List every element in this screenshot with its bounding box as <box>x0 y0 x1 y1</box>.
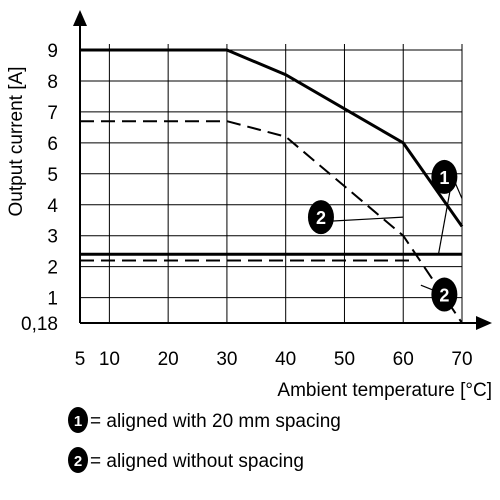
legend: 1 = aligned with 20 mm spacing 2 = aligned … <box>68 407 341 473</box>
marker-circle <box>307 200 334 235</box>
y-tick-label: 2 <box>47 258 58 279</box>
y-tick-label: 9 <box>47 41 58 62</box>
y-tick-label: 5 <box>47 165 58 186</box>
x-tick-label: 40 <box>275 349 296 370</box>
marker-label: 2 <box>439 286 449 306</box>
legend-entry-text: = aligned with 20 mm spacing <box>90 411 341 432</box>
marker-label: 1 <box>439 168 449 188</box>
legend-marker <box>68 447 88 473</box>
marker-leader-line <box>330 216 404 222</box>
x-tick-label: 30 <box>216 349 237 370</box>
legend-marker-label: 1 <box>74 413 82 430</box>
y-tick-label: 3 <box>47 227 58 248</box>
legend-entry-text: = aligned without spacing <box>90 451 304 472</box>
marker-leader-line <box>437 188 451 255</box>
y-tick-label: 8 <box>47 72 58 93</box>
curve-markers: 1 2 2 <box>307 159 463 312</box>
x-tick-label: 70 <box>451 349 472 370</box>
y-tick-label: 6 <box>47 134 58 155</box>
x-tick-label: 10 <box>99 349 120 370</box>
axes <box>73 10 492 330</box>
tick-labels: 5 10 20 30 40 50 60 70 0,18 1 2 3 4 5 6 7 8 9 <box>21 41 473 370</box>
series-2-line <box>80 120 463 324</box>
curves <box>80 48 464 324</box>
marker-label: 2 <box>316 208 326 228</box>
x-tick-label: 20 <box>158 349 179 370</box>
y-tick-label: 4 <box>47 196 58 217</box>
x-tick-label: 50 <box>334 349 355 370</box>
legend-marker-label: 2 <box>74 453 82 470</box>
grid <box>79 44 463 324</box>
marker-circle <box>431 277 458 312</box>
y-axis-arrow <box>73 10 87 26</box>
series-1-line <box>80 48 464 228</box>
y-tick-label: 7 <box>47 103 58 124</box>
y-tick-label: 0,18 <box>21 314 58 335</box>
x-axis-title: Ambient temperature [°C] <box>277 380 492 401</box>
y-tick-label: 1 <box>47 289 58 310</box>
x-tick-label: 60 <box>393 349 414 370</box>
legend-marker <box>68 407 88 433</box>
x-tick-label: 5 <box>75 349 86 370</box>
marker-circle <box>431 159 458 194</box>
y-axis-title: Output current [A] <box>6 67 27 217</box>
x-axis-arrow <box>476 316 492 330</box>
